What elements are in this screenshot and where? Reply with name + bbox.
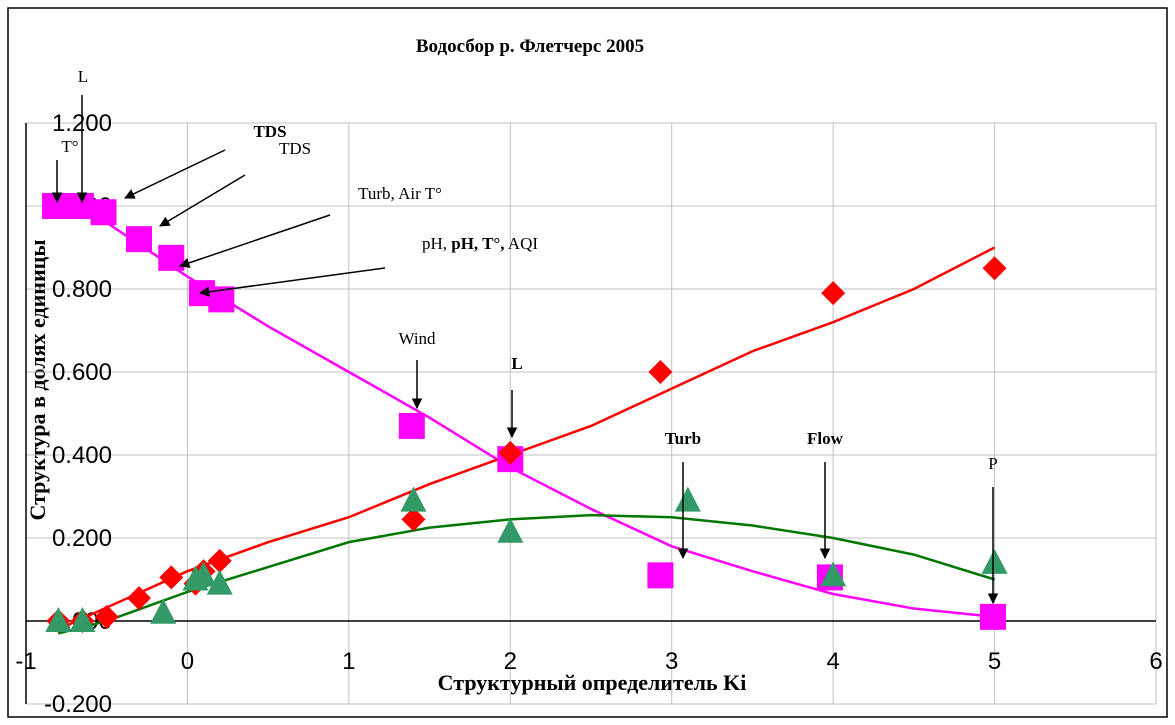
annotation-arrow — [198, 267, 386, 297]
x-tick-label: 5 — [988, 648, 1001, 675]
annotation-part: T° — [61, 137, 78, 156]
annotation-part: Wind — [398, 329, 436, 348]
frame — [7, 7, 1168, 718]
annotation-part: L — [511, 354, 522, 373]
square-marker — [158, 244, 185, 271]
annotation-part: L — [78, 67, 88, 86]
square-marker — [126, 226, 152, 253]
triangle-marker — [820, 561, 847, 587]
diamond-marker — [982, 256, 1007, 281]
annotation-arrow — [124, 149, 226, 199]
annotation: Flow — [807, 429, 844, 448]
x-tick-label: 1 — [342, 648, 355, 675]
diamond-marker — [127, 586, 151, 611]
diamond-marker — [401, 507, 426, 532]
annotation-part: pH, T°, — [451, 234, 504, 253]
x-tick-label: 0 — [181, 648, 194, 675]
square-marker — [42, 193, 69, 219]
square-marker — [67, 193, 94, 219]
triangle-marker — [190, 561, 217, 587]
annotation: L — [511, 354, 522, 373]
annotation: TDS — [253, 122, 286, 141]
diamond-marker — [648, 360, 673, 384]
diamond-marker — [498, 440, 523, 465]
triangle-marker — [497, 517, 524, 543]
annotation-part: Flow — [807, 429, 844, 448]
triangle-marker — [150, 598, 177, 624]
annotation: Turb, Air T° — [358, 184, 442, 203]
annotation: pH, pH, T°, AQI — [422, 234, 538, 253]
annotation: Turb — [665, 429, 701, 448]
triangle-marker — [69, 607, 96, 632]
diamond-marker — [207, 548, 232, 573]
annotation-part: AQI — [505, 234, 539, 253]
annotation: L — [78, 67, 88, 86]
annotation-part: TDS — [253, 122, 286, 141]
square-marker — [398, 412, 425, 439]
triangle-marker — [674, 486, 701, 512]
square-marker — [90, 199, 117, 226]
y-tick-label: 0.200 — [52, 525, 112, 552]
annotation-part: pH, — [422, 234, 451, 253]
diamond-marker — [821, 281, 846, 306]
triangle-marker — [45, 607, 72, 632]
x-tick-label: 3 — [665, 648, 678, 675]
diamond-marker — [159, 565, 184, 590]
y-tick-label: 0.800 — [52, 276, 112, 303]
triangle-marker — [981, 548, 1008, 574]
annotation-arrow — [159, 174, 246, 227]
x-axis-label: Структурный определитель Ki — [438, 670, 747, 695]
y-tick-label: 0.400 — [52, 442, 112, 469]
chart-title: Водосбор р. Флетчерс 2005 — [416, 36, 644, 57]
triangle-marker — [206, 569, 233, 595]
y-axis-label: Структура в долях единицы — [25, 240, 50, 521]
annotation-part: P — [988, 454, 997, 473]
annotation-part: Turb — [665, 429, 701, 448]
y-tick-label: 0.600 — [52, 359, 112, 386]
diamond-marker — [94, 604, 119, 629]
annotation: Wind — [398, 329, 436, 348]
x-tick-label: 2 — [504, 648, 517, 675]
annotation-arrow — [179, 214, 331, 268]
annotation-part: TDS — [279, 139, 311, 158]
annotation: TDS — [279, 139, 311, 158]
triangle-marker — [400, 486, 427, 512]
annotation-part: Turb, Air T° — [358, 184, 442, 203]
annotation: T° — [61, 137, 78, 156]
trend-line — [57, 246, 996, 631]
square-marker — [979, 603, 1006, 630]
square-marker — [647, 562, 674, 589]
annotation: P — [988, 454, 997, 473]
x-tick-label: 6 — [1149, 648, 1162, 675]
y-tick-label: -0.200 — [44, 691, 112, 718]
x-tick-label: 4 — [826, 648, 839, 675]
